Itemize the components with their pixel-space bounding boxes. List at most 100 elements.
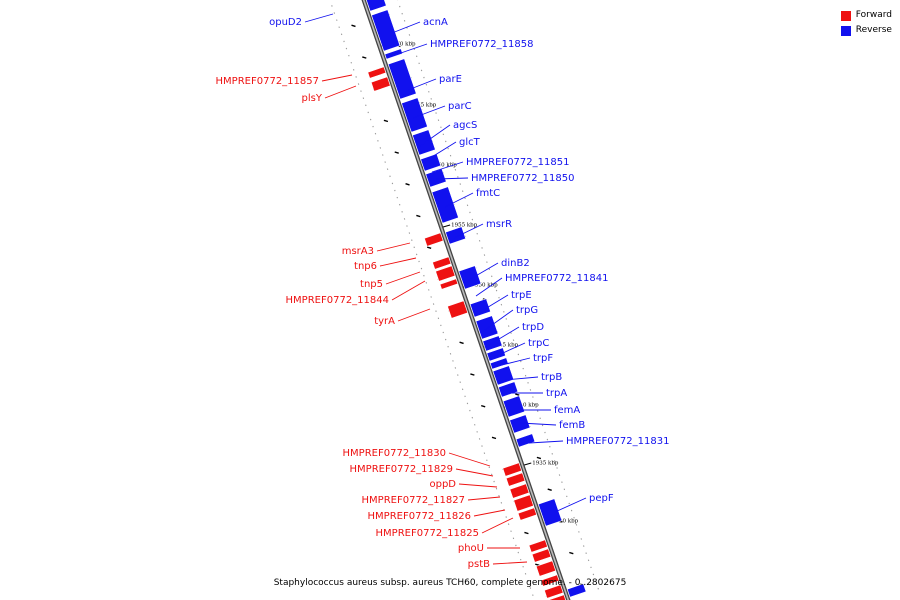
- reverse-gene-block: [371, 9, 401, 52]
- backbone-inner: [362, 0, 570, 600]
- leader-line: [444, 192, 474, 208]
- leader-line: [324, 85, 357, 99]
- forward-gene-block: [370, 76, 391, 92]
- gene-label-oppD: oppD: [429, 479, 456, 490]
- gene-label-tnp6: tnp6: [354, 261, 377, 272]
- tick-label: 1940 kbp: [512, 403, 539, 409]
- leader-line: [448, 452, 491, 467]
- gene-features: [366, 0, 587, 600]
- leader-line: [412, 105, 446, 119]
- genome-backbone: [361, 0, 571, 600]
- gene-label-parE: parE: [439, 74, 462, 85]
- forward-gene-block: [505, 472, 526, 487]
- tick-label: 1930 kbp: [552, 519, 579, 525]
- forward-gene-block: [439, 278, 459, 290]
- tick-label: 1970 kbp: [389, 42, 416, 48]
- gene-labels: opuD2 acnA HMPREF0772_11858 parE parC agcS glc…: [216, 13, 669, 570]
- gene-label-dinB2: dinB2: [501, 258, 530, 269]
- gene-label-msrA3: msrA3: [342, 246, 374, 257]
- gene-label-trpF: trpF: [533, 353, 553, 364]
- forward-gene-block: [432, 256, 452, 270]
- gene-label-HMPREF0772_11829: HMPREF0772_11829: [350, 464, 453, 475]
- gene-label-msrR: msrR: [486, 219, 512, 230]
- gene-label-agcS: agcS: [453, 120, 477, 131]
- gene-label-phoU: phoU: [458, 543, 484, 554]
- gene-label-HMPREF0772_11841: HMPREF0772_11841: [505, 273, 608, 284]
- gene-label-trpG: trpG: [516, 305, 538, 316]
- track-dash: [491, 436, 497, 440]
- forward-gene-block: [528, 539, 548, 553]
- reverse-gene-block: [420, 153, 442, 172]
- reverse-swatch: [840, 25, 851, 36]
- leader-line: [554, 497, 587, 513]
- track-dash: [362, 56, 367, 59]
- tick-label: 1950 kbp: [472, 283, 499, 289]
- gene-label-HMPREF0772_11857: HMPREF0772_11857: [216, 76, 319, 87]
- gene-label-HMPREF0772_11825: HMPREF0772_11825: [376, 528, 479, 539]
- track-dash: [351, 24, 356, 28]
- tick-label: 1965 kbp: [410, 103, 437, 109]
- reverse-gene-block: [537, 498, 563, 527]
- forward-gene-block: [531, 548, 552, 563]
- track-dash: [535, 563, 540, 566]
- leader-line: [473, 509, 506, 517]
- reverse-gene-block: [469, 298, 491, 318]
- track-dash: [383, 119, 389, 123]
- forward-gene-block: [502, 462, 522, 477]
- leader-line: [479, 294, 509, 313]
- tick-label: 1935 kbp: [532, 461, 559, 467]
- gene-label-HMPREF0772_11831: HMPREF0772_11831: [566, 436, 669, 447]
- leader-line: [385, 271, 421, 285]
- gene-label-HMPREF0772_11827: HMPREF0772_11827: [362, 495, 465, 506]
- forward-gene-block: [513, 494, 534, 512]
- leader-line: [481, 517, 514, 534]
- track-dash: [459, 341, 464, 345]
- leader-line: [493, 342, 526, 358]
- track-dash: [547, 488, 552, 491]
- tick-label: 1945 kbp: [492, 343, 519, 349]
- leader-line: [466, 262, 499, 282]
- tick-label: 1960 kbp: [431, 163, 458, 169]
- reverse-gene-block: [431, 186, 459, 224]
- forward-gene-block: [544, 584, 564, 599]
- gene-label-femB: femB: [559, 420, 585, 431]
- forward-gene-block: [547, 594, 566, 600]
- gene-label-trpE: trpE: [511, 290, 532, 301]
- reverse-gene-block: [401, 97, 428, 133]
- leader-line: [467, 496, 501, 501]
- gene-label-HMPREF0772_11844: HMPREF0772_11844: [286, 295, 389, 306]
- track-dash: [524, 531, 529, 535]
- reverse-gene-block: [509, 414, 531, 434]
- gene-label-femA: femA: [554, 405, 580, 416]
- leader-line: [426, 141, 457, 161]
- reverse-label: Reverse: [855, 25, 892, 35]
- track-dash: [416, 214, 421, 218]
- leader-line: [435, 177, 469, 180]
- gene-label-pepF: pepF: [589, 493, 614, 504]
- legend-forward: Forward: [840, 8, 892, 23]
- gene-label-trpA: trpA: [546, 388, 567, 399]
- tick-mark: [442, 224, 451, 228]
- gene-label-HMPREF0772_11850: HMPREF0772_11850: [471, 173, 574, 184]
- track-dash: [426, 246, 432, 249]
- forward-label: Forward: [855, 10, 892, 20]
- leader-line: [453, 223, 484, 239]
- genome-caption: Staphylococcus aureus subsp. aureus TCH6…: [273, 578, 627, 588]
- gene-label-pstB: pstB: [468, 559, 490, 570]
- gene-label-tnp5: tnp5: [360, 279, 383, 290]
- reverse-gene-block: [384, 48, 403, 60]
- leader-line: [376, 242, 411, 252]
- leader-line: [391, 280, 426, 301]
- tick-mark: [524, 462, 532, 466]
- forward-gene-block: [509, 483, 530, 499]
- gene-label-HMPREF0772_11826: HMPREF0772_11826: [368, 511, 471, 522]
- track-dash: [536, 456, 542, 460]
- leader-line: [407, 78, 437, 91]
- leader-line: [321, 74, 353, 82]
- track-dash: [405, 183, 410, 186]
- gene-label-parC: parC: [448, 101, 472, 112]
- gene-label-acnA: acnA: [423, 17, 448, 28]
- reverse-gene-block: [445, 226, 467, 245]
- reverse-gene-block: [492, 365, 515, 386]
